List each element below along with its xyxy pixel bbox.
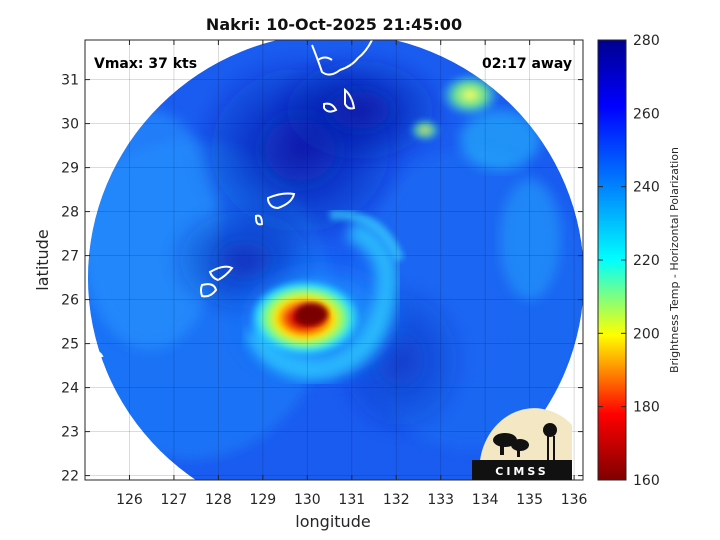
x-tick-label: 129 — [249, 492, 276, 508]
chart-title: Nakri: 10-Oct-2025 21:45:00 — [206, 15, 462, 34]
colorbar-tick-label: 220 — [633, 253, 660, 269]
cimss-logo: CIMSS — [472, 408, 572, 480]
x-tick-labels: 126 127 128 129 130 131 132 133 134 135 136 — [116, 492, 587, 508]
y-tick-label: 29 — [61, 161, 79, 177]
x-tick-label: 132 — [383, 492, 410, 508]
colorbar-tick-label: 240 — [633, 180, 660, 196]
x-tick-label: 126 — [116, 492, 143, 508]
x-tick-label: 133 — [427, 492, 454, 508]
y-tick-label: 27 — [61, 249, 79, 265]
x-tick-label: 134 — [472, 492, 499, 508]
vmax-label: Vmax: 37 kts — [94, 56, 197, 72]
logo-text: CIMSS — [495, 465, 548, 478]
time-away-label: 02:17 away — [482, 56, 572, 72]
x-tick-label: 135 — [516, 492, 543, 508]
colorbar-tick-label: 160 — [633, 473, 660, 489]
grid-lines — [85, 40, 583, 480]
y-tick-labels: 22 23 24 25 26 27 28 29 30 31 — [61, 73, 79, 485]
y-tick-label: 24 — [61, 381, 79, 397]
x-tick-label: 130 — [294, 492, 321, 508]
colorbar: 160 180 200 220 240 260 280 Brightness Temp - … — [597, 33, 681, 489]
colorbar-tick-label: 260 — [633, 106, 660, 122]
y-tick-label: 28 — [61, 205, 79, 221]
coastlines — [93, 40, 373, 358]
colorbar-ticks: 160 180 200 220 240 260 280 — [598, 33, 660, 489]
colorbar-tick-label: 180 — [633, 400, 660, 416]
x-tick-label: 136 — [561, 492, 588, 508]
y-tick-label: 26 — [61, 293, 79, 309]
y-tick-label: 25 — [61, 337, 79, 353]
x-axis-label: longitude — [295, 512, 370, 531]
axes-frame — [84, 39, 584, 481]
colorbar-tick-label: 200 — [633, 326, 660, 342]
x-tick-label: 131 — [338, 492, 365, 508]
colorbar-label: Brightness Temp - Horizontal Polarizatio… — [668, 147, 681, 373]
y-tick-label: 31 — [61, 73, 79, 89]
y-tick-label: 23 — [61, 425, 79, 441]
y-tick-label: 30 — [61, 117, 79, 133]
y-axis-label: latitude — [33, 229, 52, 290]
colorbar-tick-label: 280 — [633, 33, 660, 49]
x-tick-label: 127 — [161, 492, 188, 508]
y-tick-label: 22 — [61, 469, 79, 485]
x-tick-label: 128 — [205, 492, 232, 508]
microwave-swath — [88, 40, 583, 480]
